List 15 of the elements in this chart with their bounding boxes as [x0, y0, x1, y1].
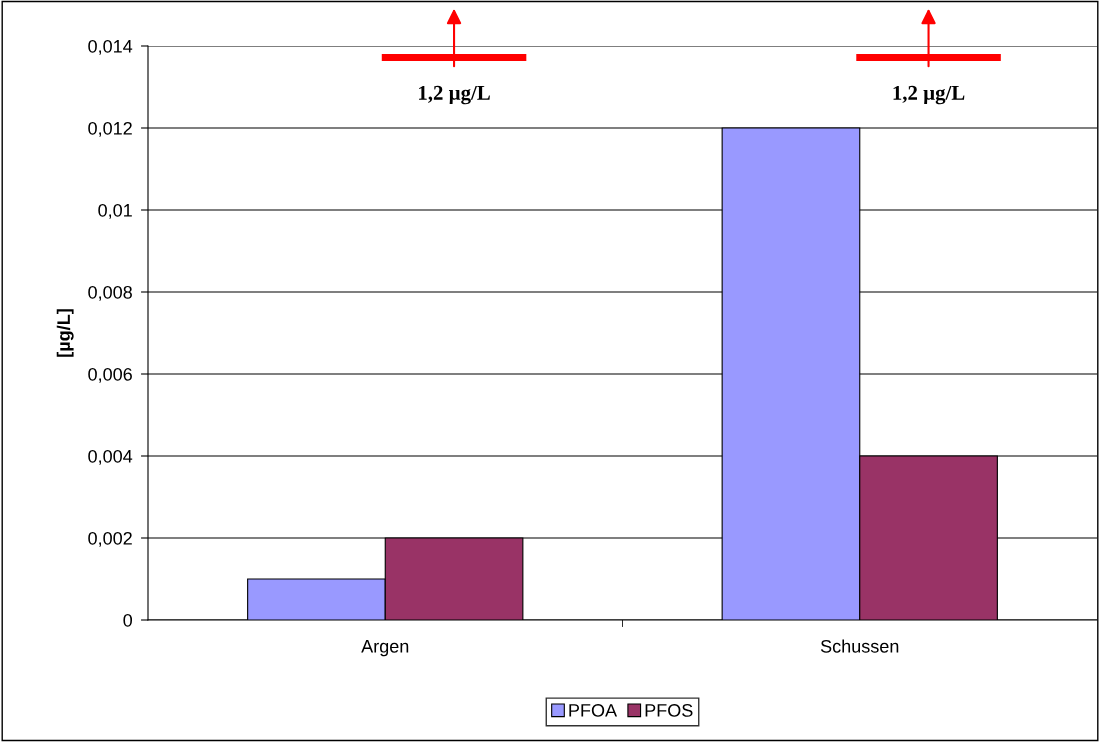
legend-label: PFOS	[645, 704, 693, 717]
y-tick-label: 0	[123, 613, 133, 627]
y-tick-label: 0,008	[88, 285, 132, 301]
y-tick-label: 0,014	[88, 39, 133, 55]
y-tick-label: 0,002	[88, 531, 132, 547]
x-tick-label: Schussen	[820, 639, 899, 653]
y-tick-label: 0,006	[88, 367, 132, 383]
y-axis-title: [µg/L]	[56, 309, 74, 357]
legend-label: PFOA	[569, 704, 618, 717]
y-tick-label: 0,01	[98, 203, 132, 219]
y-tick-label: 0,004	[88, 449, 133, 465]
y-tick-label: 0,012	[88, 121, 132, 137]
annotation: 1,2 µg/L	[893, 85, 965, 105]
annotation: 1,2 µg/L	[419, 85, 490, 105]
x-tick-label: Argen	[361, 640, 409, 657]
